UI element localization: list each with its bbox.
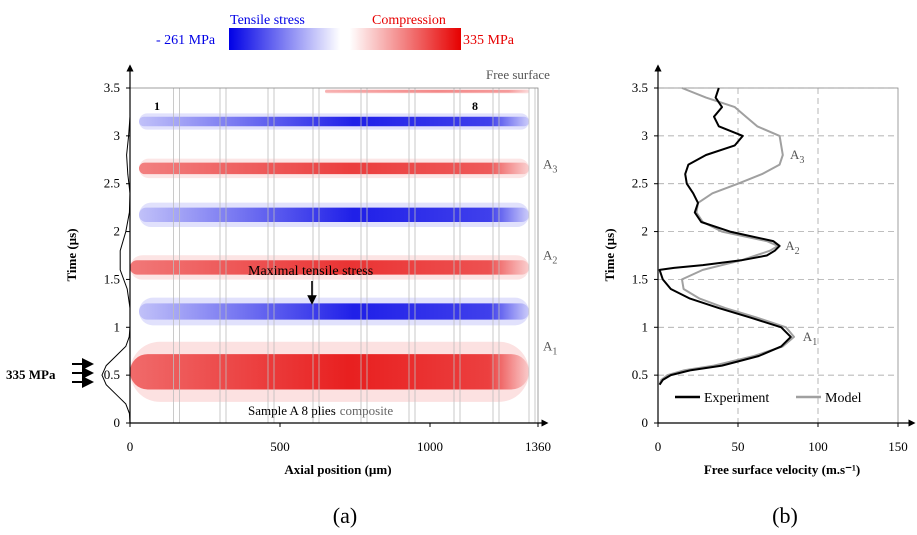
ply-label: 1 xyxy=(154,99,160,113)
y-tick-label: 3.5 xyxy=(632,80,648,95)
input-pressure-arrows xyxy=(72,358,94,388)
y-tick-label: 2.5 xyxy=(104,176,120,191)
ply-labels: 1 2 3 4 5 6 7 8 xyxy=(154,99,478,113)
panel-a-label: (a) xyxy=(333,503,357,528)
y-tick-label: 1 xyxy=(642,319,649,334)
y-tick-label: 2 xyxy=(114,224,121,239)
panel-a-y-label: Time (µs) xyxy=(64,228,79,281)
x-tick-label: 1000 xyxy=(417,439,443,454)
panel-a-x-label: Axial position (µm) xyxy=(284,462,391,477)
maximal-tensile-label: Maximal tensile stress xyxy=(248,264,373,279)
ply-interface-lines xyxy=(173,88,536,423)
free-surface-label: Free surface xyxy=(486,67,550,82)
y-tick-label: 2.5 xyxy=(632,176,648,191)
panel-a-peak-labels: A1 A2 A3 xyxy=(543,157,557,358)
tensile-stress-band xyxy=(139,207,529,222)
panel-b-series xyxy=(658,87,795,386)
compression-stress-band xyxy=(139,162,529,175)
x-tick-label: 1360 xyxy=(525,439,551,454)
compression-stress-band xyxy=(325,89,529,93)
y-tick-label: 0 xyxy=(642,415,649,430)
input-pressure-label: 335 MPa xyxy=(6,367,56,382)
x-tick-label: 50 xyxy=(732,439,745,454)
series-line-model xyxy=(658,87,795,386)
y-tick-label: 0 xyxy=(114,415,121,430)
y-tick-label: 0.5 xyxy=(104,367,120,382)
x-tick-label: 0 xyxy=(127,439,134,454)
tensile-stress-band xyxy=(139,116,529,127)
compression-stress-band xyxy=(130,354,529,390)
tensile-stress-band xyxy=(139,303,529,320)
y-tick-label: 1 xyxy=(114,319,121,334)
x-tick-label: 500 xyxy=(270,439,290,454)
panel-a-y-ticks: 0 0.5 1 1.5 2 2.5 3 3.5 xyxy=(104,80,130,430)
panel-b-y-ticks: 0 0.5 1 1.5 2 2.5 3 3.5 xyxy=(632,80,658,430)
y-tick-label: 1.5 xyxy=(632,271,648,286)
peak-label: A1 xyxy=(803,329,817,348)
y-tick-label: 2 xyxy=(642,224,649,239)
colorbar-tensile-label: Tensile stress xyxy=(230,13,305,28)
y-tick-label: 3 xyxy=(642,128,649,143)
ply-label: 5 xyxy=(334,99,340,113)
ply-label: 6 xyxy=(382,99,388,113)
legend-label-experiment: Experiment xyxy=(704,391,769,406)
stress-bands xyxy=(130,88,529,402)
panel-b-peak-labels: A1 A2 A3 xyxy=(785,147,817,348)
panel-b-label: (b) xyxy=(772,503,798,528)
y-tick-label: 3.5 xyxy=(104,80,120,95)
peak-label: A3 xyxy=(790,147,804,166)
colorbar-gradient xyxy=(229,28,461,50)
series-line-experiment xyxy=(658,87,792,386)
x-tick-label: 150 xyxy=(888,439,908,454)
panel-b-x-label: Free surface velocity (m.s⁻¹) xyxy=(704,462,860,477)
panel-a-x-ticks: 0 500 1000 1360 xyxy=(127,423,551,454)
y-tick-label: 1.5 xyxy=(104,271,120,286)
ply-label: 4 xyxy=(286,99,292,113)
legend: Experiment Model xyxy=(675,391,862,406)
y-tick-label: 0.5 xyxy=(632,367,648,382)
input-pressure-profile xyxy=(101,116,131,424)
peak-label: A2 xyxy=(785,238,799,257)
x-tick-label: 0 xyxy=(655,439,662,454)
peak-label: A1 xyxy=(543,338,557,357)
colorbar: Tensile stress Compression - 261 MPa 335… xyxy=(156,13,515,50)
sample-label-main: Sample A 8 plies xyxy=(248,403,336,418)
panel-b-y-label: Time (µs) xyxy=(602,228,617,281)
panel-b-frame xyxy=(657,87,899,424)
peak-label: A3 xyxy=(543,157,557,176)
panel-b-velocity-plot: 0 50 100 150 0 0.5 1 1.5 2 2.5 3 3.5 A1 A2 A3 Experi… xyxy=(602,64,916,528)
sample-label-suffix: composite xyxy=(340,403,394,418)
panel-b-x-ticks: 0 50 100 150 xyxy=(655,423,908,454)
legend-label-model: Model xyxy=(825,391,862,406)
colorbar-min-label: - 261 MPa xyxy=(156,33,216,48)
ply-label: 8 xyxy=(472,99,478,113)
colorbar-max-label: 335 MPa xyxy=(463,33,515,48)
peak-label: A2 xyxy=(543,248,557,267)
colorbar-compression-label: Compression xyxy=(372,13,446,28)
ply-label: 2 xyxy=(198,99,204,113)
y-tick-label: 3 xyxy=(114,128,121,143)
ply-label: 7 xyxy=(427,99,433,113)
panel-a-stress-map: 1 2 3 4 5 6 7 8 0 500 1000 1360 0 0.5 1 1.5 2 2.5 3 3.5 A… xyxy=(6,64,557,528)
sample-label: Sample A 8 plies composite xyxy=(248,403,393,418)
compression-stress-band xyxy=(130,260,529,275)
x-tick-label: 100 xyxy=(808,439,828,454)
panel-b-grid xyxy=(658,87,898,423)
ply-label: 3 xyxy=(240,99,246,113)
